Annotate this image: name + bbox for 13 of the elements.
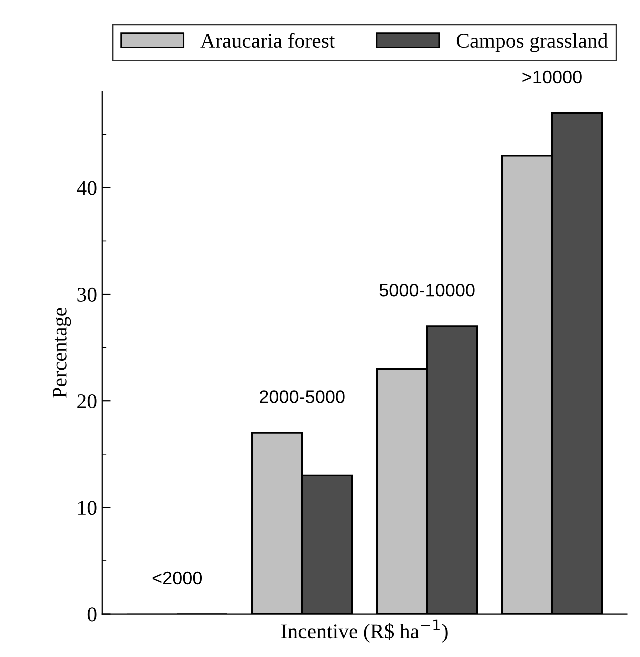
x-tick-label: <2000 [152,572,202,585]
y-tick-label: 0 [88,608,97,622]
x-tick-label: 2000-5000 [260,390,345,404]
y-tick-label: 10 [78,501,97,516]
legend-label: Araucaria forest [200,33,336,48]
x-tick-label: 5000-10000 [380,284,475,297]
y-tick-label: 20 [78,394,97,409]
y-axis-title: Percentage [53,308,72,398]
x-axis-title: Incentive (R$ ha$^{−1}$) [281,620,448,643]
x-tick-label: >10000 [522,70,582,84]
legend-label: Campos grassland [456,33,608,52]
y-tick-label: 30 [78,288,97,302]
y-tick-label: 40 [77,181,97,196]
